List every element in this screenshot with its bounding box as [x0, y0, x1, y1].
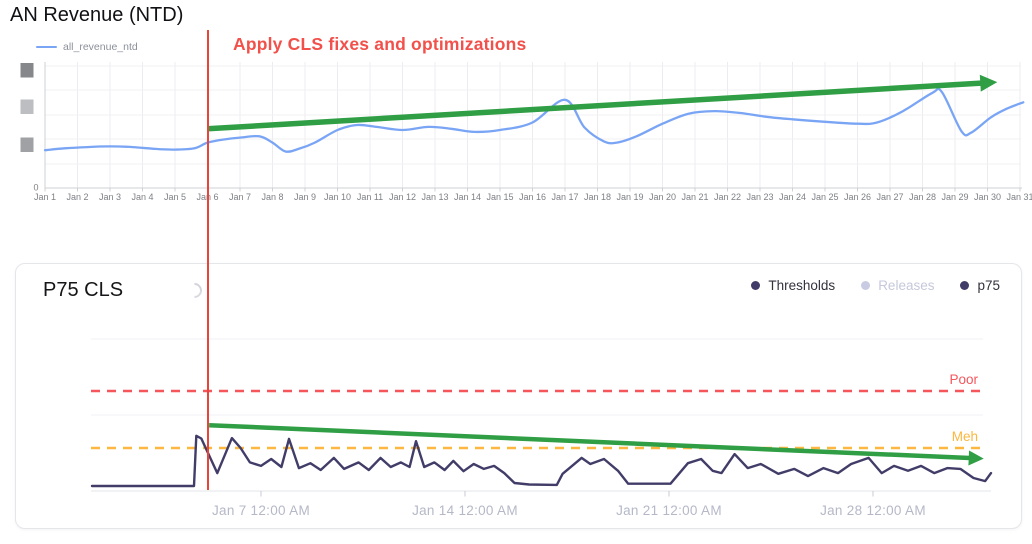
releases-legend-label: Releases — [878, 278, 935, 293]
redacted-y-label — [20, 137, 34, 152]
y-zero-label: 0 — [33, 183, 38, 193]
top-x-tick-label: Jan 22 — [714, 192, 741, 202]
trend-arrow-line — [207, 80, 982, 132]
trend-arrow-line — [209, 422, 970, 461]
bottom-x-tick-label: Jan 7 12:00 AM — [212, 503, 310, 518]
bottom-gridlines — [91, 338, 991, 492]
redacted-y-label — [20, 99, 34, 114]
thresholds-dot-icon — [751, 281, 761, 290]
p75-dot-icon — [960, 281, 970, 290]
top-x-tick-label: Jan 21 — [681, 192, 708, 202]
top-x-tick-label: Jan 5 — [164, 192, 186, 202]
top-x-tick-label: Jan 3 — [99, 192, 121, 202]
revenue-legend-item[interactable]: all_revenue_ntd — [36, 41, 138, 53]
top-x-tick-label: Jan 26 — [844, 192, 871, 202]
redacted-y-axis-labels: 0 — [20, 63, 39, 193]
top-x-tick-label: Jan 15 — [486, 192, 513, 202]
revenue-series-swatch-icon — [36, 45, 57, 49]
legend-item-releases[interactable]: Releases — [861, 278, 934, 293]
top-x-tick-label: Jan 7 — [229, 192, 251, 202]
top-x-tick-label: Jan 29 — [941, 192, 968, 202]
top-x-tick-label: Jan 8 — [261, 192, 283, 202]
bottom-x-tick-label: Jan 21 12:00 AM — [616, 503, 722, 518]
top-x-tick-label: Jan 12 — [389, 192, 416, 202]
cls-fix-annotation: Apply CLS fixes and optimizations — [233, 34, 527, 54]
revenue-series-label: all_revenue_ntd — [63, 41, 138, 53]
revenue-series-line — [43, 87, 1025, 153]
top-x-tick-label: Jan 28 — [909, 192, 936, 202]
top-x-tick-label: Jan 30 — [974, 192, 1001, 202]
top-x-tick-label: Jan 24 — [779, 192, 806, 202]
threshold-label-poor: Poor — [949, 372, 978, 387]
revenue-chart-title: AN Revenue (NTD) — [10, 4, 184, 26]
top-x-tick-label: Jan 11 — [357, 192, 383, 202]
top-x-axis-labels: Jan 1 Jan 2 Jan 3 Jan 4 Jan 5 Jan 6 Jan 7 Jan 8… — [34, 192, 1032, 202]
top-x-tick-label: Jan 4 — [131, 192, 153, 202]
top-x-tick-label: Jan 23 — [746, 192, 773, 202]
top-x-tick-label: Jan 27 — [876, 192, 903, 202]
top-x-tick-label: Jan 31 — [1006, 192, 1032, 202]
top-x-tick-label: Jan 20 — [649, 192, 676, 202]
p75-cls-title: P75 CLS — [43, 279, 124, 301]
bottom-x-tick-label: Jan 28 12:00 AM — [820, 503, 926, 518]
bottom-x-tick-label: Jan 14 12:00 AM — [412, 503, 518, 518]
thresholds-legend-label: Thresholds — [768, 278, 836, 293]
p75-cls-line-chart: Jan 7 12:00 AM Jan 14 12:00 AM Jan 21 12:0… — [90, 338, 993, 518]
top-x-tick-label: Jan 1 — [34, 192, 56, 202]
threshold-label-meh: Meh — [952, 429, 978, 444]
top-axes — [44, 62, 1022, 192]
top-x-tick-label: Jan 18 — [584, 192, 611, 202]
top-gridlines — [44, 62, 1021, 188]
top-x-tick-label: Jan 14 — [454, 192, 481, 202]
top-x-tick-label: Jan 2 — [66, 192, 88, 202]
top-x-tick-label: Jan 9 — [294, 192, 316, 202]
bottom-x-axis-labels: Jan 7 12:00 AM Jan 14 12:00 AM Jan 21 12:0… — [212, 491, 926, 518]
legend-item-thresholds[interactable]: Thresholds — [751, 278, 835, 293]
top-x-tick-label: Jan 19 — [616, 192, 643, 202]
revenue-line-chart: Jan 1 Jan 2 Jan 3 Jan 4 Jan 5 Jan 6 Jan 7 Jan 8… — [20, 62, 1032, 202]
redacted-y-label — [20, 63, 34, 78]
top-x-tick-label: Jan 13 — [421, 192, 448, 202]
p75-chart-legend: Thresholds Releases p75 — [751, 278, 1000, 293]
top-x-tick-label: Jan 10 — [324, 192, 351, 202]
cls-fix-event-line — [206, 30, 209, 490]
legend-item-p75[interactable]: p75 — [960, 278, 1000, 293]
top-x-tick-label: Jan 25 — [811, 192, 838, 202]
p75-series-line — [90, 434, 993, 488]
trend-arrow-head-icon — [968, 450, 984, 466]
trend-arrow-head-icon — [979, 74, 998, 92]
p75-cls-panel: P75 CLS Thresholds Releases p75 Jan 7 12… — [15, 263, 1022, 529]
top-x-tick-label: Jan 17 — [551, 192, 578, 202]
releases-dot-icon — [861, 281, 871, 290]
top-x-tick-label: Jan 16 — [519, 192, 546, 202]
p75-legend-label: p75 — [977, 278, 1000, 293]
